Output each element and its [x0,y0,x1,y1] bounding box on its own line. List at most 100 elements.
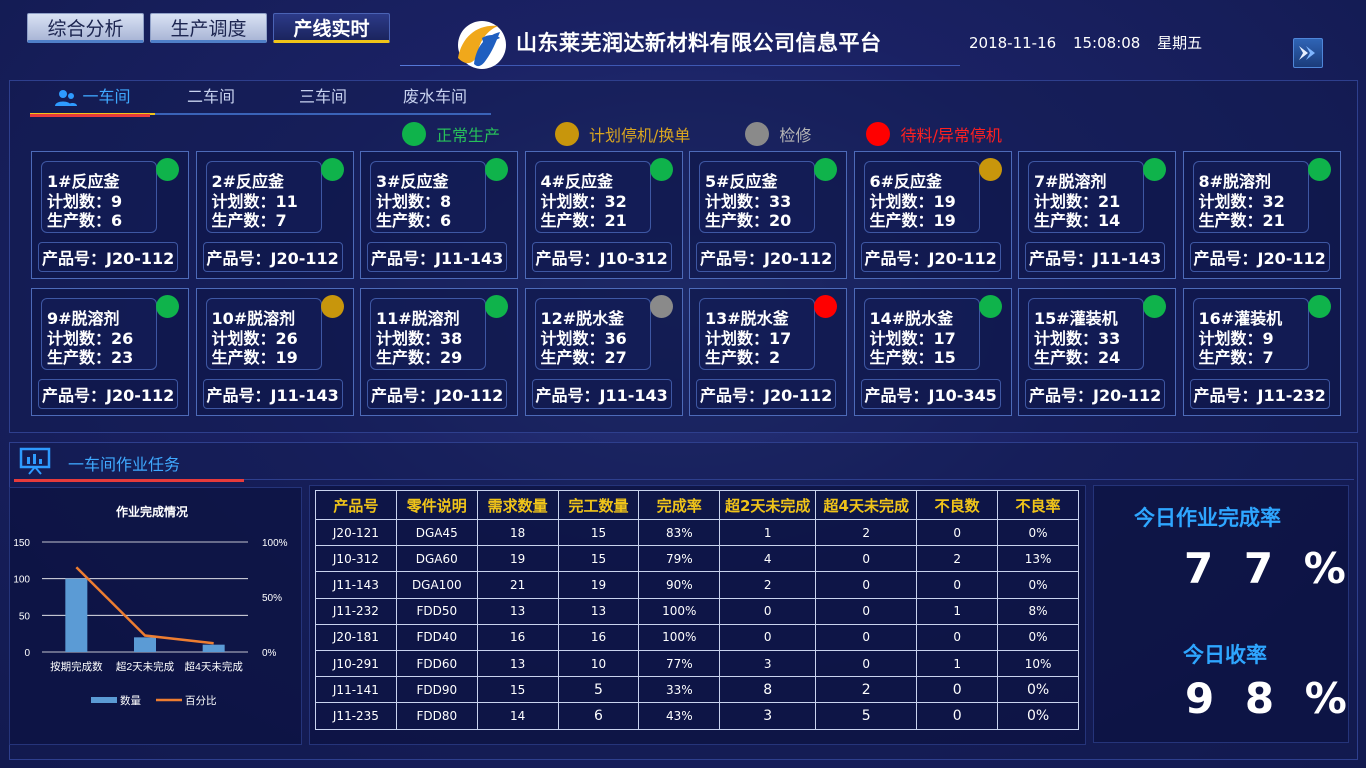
table-row[interactable]: J20-181 FDD40 16 16 100% 0 0 0 0% [315,623,1079,651]
chart-percent-line [75,566,214,645]
table-cell: 3 [719,702,817,730]
machine-card[interactable]: 10#脱溶剂 计划数：26 生产数：19 产品号：J11-143 [195,288,354,416]
exit-arrow-icon [1299,46,1315,60]
table-row[interactable]: J11-143 DGA100 21 19 90% 2 0 0 0% [315,571,1079,599]
machine-status-dot [1307,158,1331,181]
machine-card[interactable]: 6#反应釜 计划数：19 生产数：19 产品号：J20-112 [853,151,1012,279]
user-group-icon [55,89,78,106]
table-cell: 0% [997,676,1079,704]
machine-plan-count: 计划数：17 [705,329,792,348]
machine-product-code: 产品号：J11-143 [367,242,507,272]
tab-line-realtime[interactable]: 产线实时 [273,13,390,43]
machine-product-code: 产品号：J10-312 [531,242,672,272]
machine-produced-count: 生产数：2 [705,348,781,367]
tab-workshop-1[interactable]: 一车间 [30,83,155,115]
table-row[interactable]: J10-312 DGA60 19 15 79% 4 0 2 13% [315,545,1079,573]
table-cell: 13% [997,545,1079,573]
machine-status-dot [814,295,837,318]
machine-name: 4#反应釜 [540,172,614,191]
top-nav: 综合分析 生产调度 产线实时 [27,13,390,43]
machine-card[interactable]: 7#脱溶剂 计划数：21 生产数：14 产品号：J11-143 [1018,151,1176,279]
table-cell: 19 [476,545,559,573]
table-cell: 13 [476,649,559,678]
machine-produced-count: 生产数：7 [211,211,287,230]
completion-chart-panel: 作业完成情况 0 50 100 150 0% 50% 100% 按期完成数 超2天未完成 超4天未完… [9,487,302,745]
machine-info-box [863,298,980,370]
table-row[interactable]: J11-141 FDD90 15 5 33% 8 2 0 0% [315,676,1079,704]
table-cell: FDD40 [395,623,478,651]
tab-wastewater-workshop[interactable]: 废水车间 [379,83,491,115]
y-left-tick-label: 100 [13,575,30,586]
machine-card[interactable]: 8#脱溶剂 计划数：32 生产数：21 产品号：J20-112 [1182,151,1341,279]
table-cell: 16 [476,623,559,651]
legend-swatch-count [91,697,117,703]
table-cell: 6 [557,702,640,730]
chart-legend-label: 数量 [120,694,141,707]
machine-info-box [1028,298,1144,370]
machine-card[interactable]: 1#反应釜 计划数：9 生产数：6 产品号：J20-112 [31,151,189,279]
y-right-tick-label: 0% [262,648,277,659]
machine-card[interactable]: 14#脱水釜 计划数：17 生产数：15 产品号：J10-345 [853,288,1012,416]
table-row[interactable]: J11-232 FDD50 13 13 100% 0 0 1 8% [315,597,1079,625]
platform-title: 山东莱芜润达新材料有限公司信息平台 [516,31,882,55]
table-cell: 1 [916,597,999,625]
machine-card[interactable]: 13#脱水釜 计划数：17 生产数：2 产品号：J20-112 [689,288,847,416]
machine-status-dot [814,158,837,181]
table-row[interactable]: J10-291 FDD60 13 10 77% 3 0 1 10% [315,649,1079,678]
header-datetime: 2018-11-16 15:08:08 星期五 [969,32,1214,53]
table-row[interactable]: J20-121 DGA45 18 15 83% 1 2 0 0% [315,518,1079,547]
table-cell: 2 [815,676,918,704]
machine-product-code: 产品号：J11-232 [1189,379,1330,409]
machine-plan-count: 计划数：9 [47,192,123,211]
machine-plan-count: 计划数：8 [376,192,452,211]
machine-status-dot [649,295,673,318]
table-cell: J11-141 [315,676,397,704]
yield-rate-label: 今日收率 [1183,643,1267,667]
machine-product-code: 产品号：J20-112 [38,242,178,272]
tab-workshop-3[interactable]: 三车间 [267,83,379,115]
table-cell: 4 [719,545,817,573]
machine-produced-count: 生产数：21 [540,211,627,230]
table-cell: 100% [638,623,721,651]
tab-overview[interactable]: 综合分析 [27,13,144,43]
table-cell: 10% [997,649,1079,678]
machine-product-code: 产品号：J11-143 [202,379,343,409]
machine-name: 14#脱水釜 [869,309,954,328]
tab-workshop-2[interactable]: 二车间 [155,83,267,115]
machine-card[interactable]: 11#脱溶剂 计划数：38 生产数：29 产品号：J20-112 [360,288,518,416]
table-cell: 13 [557,597,640,625]
table-cell: 8 [719,676,817,704]
machine-card[interactable]: 16#灌装机 计划数：9 生产数：7 产品号：J11-232 [1182,288,1341,416]
table-cell: 13 [476,597,559,625]
machine-plan-count: 计划数：19 [869,192,956,211]
table-cell: 77% [638,649,721,678]
tab-workshop-1-label: 一车间 [82,87,131,106]
machine-card[interactable]: 9#脱溶剂 计划数：26 生产数：23 产品号：J20-112 [31,288,189,416]
machine-produced-count: 生产数：27 [540,348,627,367]
tab-scheduling[interactable]: 生产调度 [150,13,267,43]
machine-info-box [699,161,815,233]
machine-plan-count: 计划数：32 [540,192,627,211]
machine-card[interactable]: 5#反应釜 计划数：33 生产数：20 产品号：J20-112 [689,151,847,279]
machine-product-code: 产品号：J11-143 [531,379,672,409]
machine-card[interactable]: 3#反应釜 计划数：8 生产数：6 产品号：J11-143 [360,151,518,279]
legend-dot-maintenance [745,122,770,146]
table-cell: 14 [476,702,559,730]
machine-name: 9#脱溶剂 [47,309,120,328]
exit-button[interactable] [1293,38,1323,68]
machine-produced-count: 生产数：20 [705,211,792,230]
table-row[interactable]: J11-235 FDD80 14 6 43% 3 5 0 0% [315,702,1079,730]
machine-card[interactable]: 2#反应釜 计划数：11 生产数：7 产品号：J20-112 [195,151,354,279]
machine-card[interactable]: 4#反应釜 计划数：32 生产数：21 产品号：J10-312 [524,151,683,279]
task-table-header: 产品号 零件说明 需求数量 完工数量 完成率 超2天未完成 超4天未完成 不良数 不良率 [315,490,1079,520]
machine-card[interactable]: 12#脱水釜 计划数：36 生产数：27 产品号：J11-143 [524,288,683,416]
machine-card[interactable]: 15#灌装机 计划数：33 生产数：24 产品号：J20-112 [1018,288,1176,416]
legend-label: 正常生产 [436,126,501,145]
machine-status-dot [320,158,344,181]
table-cell: 18 [476,518,559,547]
table-header-cell: 零件说明 [395,490,478,520]
table-cell: FDD50 [395,597,478,625]
machine-product-code: 产品号：J20-112 [367,379,507,409]
task-section-title: 一车间作业任务 [68,455,181,474]
presentation-board-icon [19,447,51,475]
